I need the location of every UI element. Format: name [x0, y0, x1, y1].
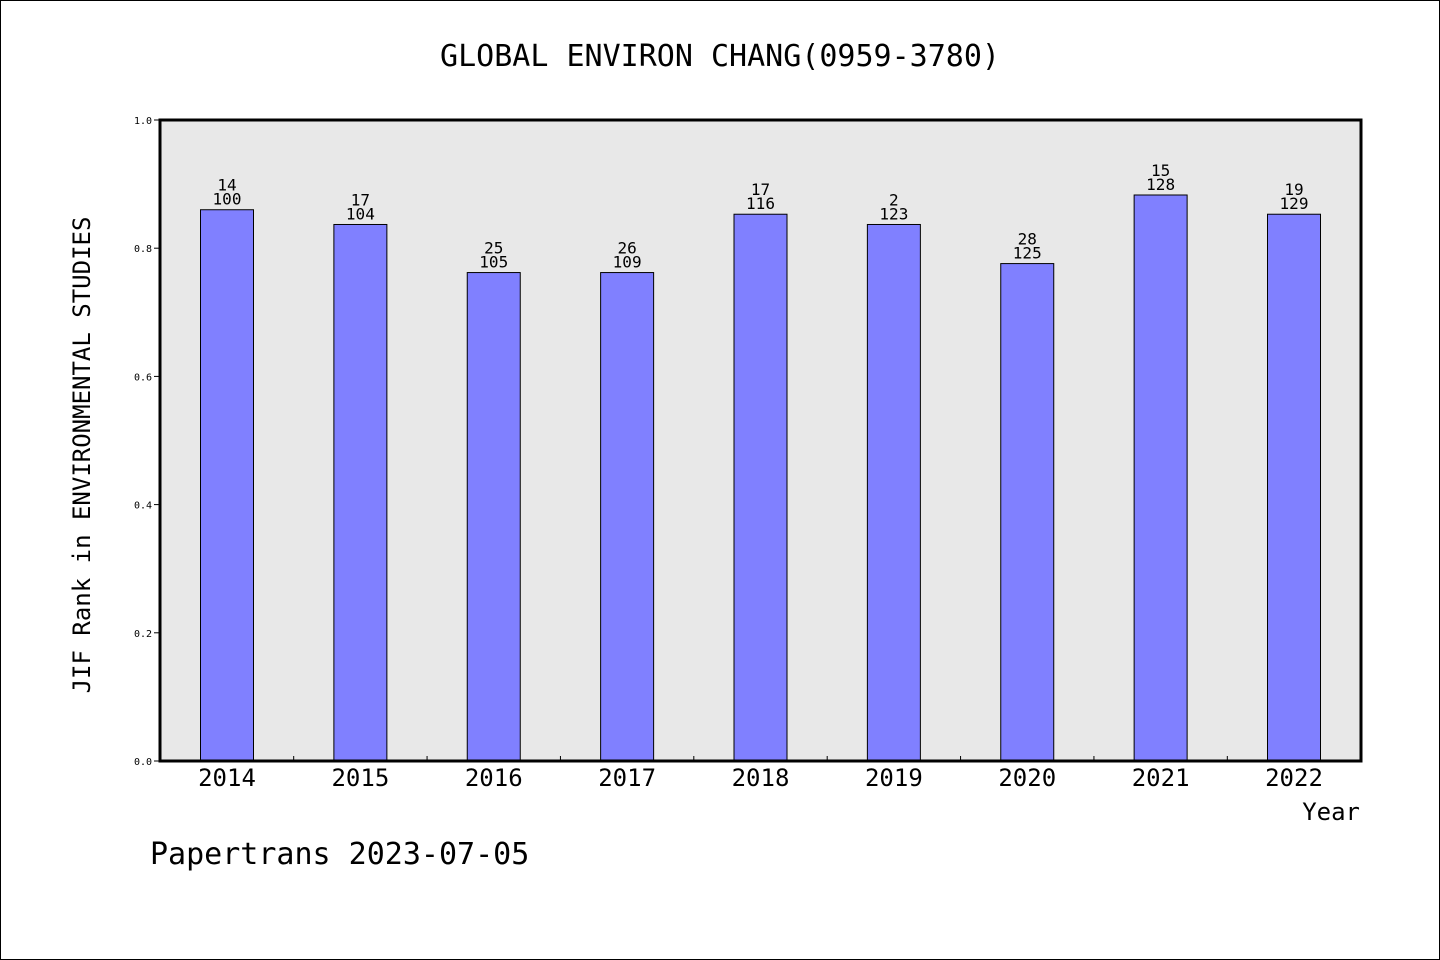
y-tick-label: 0.8 — [134, 244, 152, 255]
data-label-rank: 25 — [484, 239, 503, 258]
data-label-rank: 17 — [751, 180, 770, 199]
bar-2020 — [1000, 263, 1055, 762]
x-tick-label: 2014 — [198, 764, 256, 792]
data-label-total: 128 — [1146, 175, 1175, 194]
bar-2015 — [333, 223, 388, 762]
data-label-total: 123 — [879, 204, 908, 223]
data-label-total: 100 — [213, 190, 242, 209]
bar-2018 — [733, 213, 788, 762]
y-axis-label: JIF Rank in ENVIRONMENTAL STUDIES — [68, 217, 96, 694]
x-tick-label: 2017 — [598, 764, 656, 792]
data-label-total: 109 — [613, 253, 642, 272]
bar-2022 — [1267, 213, 1321, 762]
y-axis-ticks: 0.0 0.2 0.4 0.6 0.8 1.0 — [134, 116, 160, 768]
data-label-total: 116 — [746, 194, 775, 213]
data-label-total: 104 — [346, 204, 375, 223]
bars-layer — [200, 194, 1321, 762]
data-label-rank: 28 — [1018, 230, 1037, 249]
data-label-total: 129 — [1280, 194, 1309, 213]
x-tick-label: 2022 — [1265, 764, 1323, 792]
x-tick-label: 2018 — [732, 764, 790, 792]
bar-2019 — [866, 223, 921, 762]
x-tick-label: 2016 — [465, 764, 523, 792]
y-tick-label: 0.6 — [134, 372, 152, 383]
y-tick-label: 1.0 — [134, 116, 152, 127]
x-tick-label: 2020 — [998, 764, 1056, 792]
footer-text: Papertrans 2023-07-05 — [150, 837, 529, 872]
chart-title: GLOBAL ENVIRON CHANG(0959-3780) — [440, 39, 1000, 74]
y-tick-label: 0.0 — [134, 757, 152, 768]
x-axis-ticks: 2014 2015 2016 2017 2018 2019 2020 2021 2022 — [159, 756, 1362, 792]
bar-2014 — [200, 209, 254, 762]
data-label-rank: 14 — [217, 176, 236, 195]
data-label-rank: 17 — [351, 190, 370, 209]
data-label-rank: 26 — [617, 239, 636, 258]
y-tick-label: 0.4 — [134, 501, 152, 512]
data-label-rank: 2 — [889, 190, 899, 209]
data-label-total: 105 — [479, 253, 508, 272]
bar-2021 — [1133, 194, 1188, 762]
x-tick-label: 2015 — [331, 764, 389, 792]
y-tick-label: 0.2 — [134, 629, 152, 640]
data-label-rank: 19 — [1284, 180, 1303, 199]
plot-border — [158, 118, 1363, 763]
data-label-total: 125 — [1013, 244, 1042, 263]
bar-2017 — [600, 272, 655, 762]
x-tick-label: 2019 — [865, 764, 923, 792]
bar-2016 — [466, 272, 521, 762]
data-label-rank: 15 — [1151, 161, 1170, 180]
x-tick-label: 2021 — [1132, 764, 1190, 792]
x-axis-label: Year — [1302, 798, 1360, 826]
